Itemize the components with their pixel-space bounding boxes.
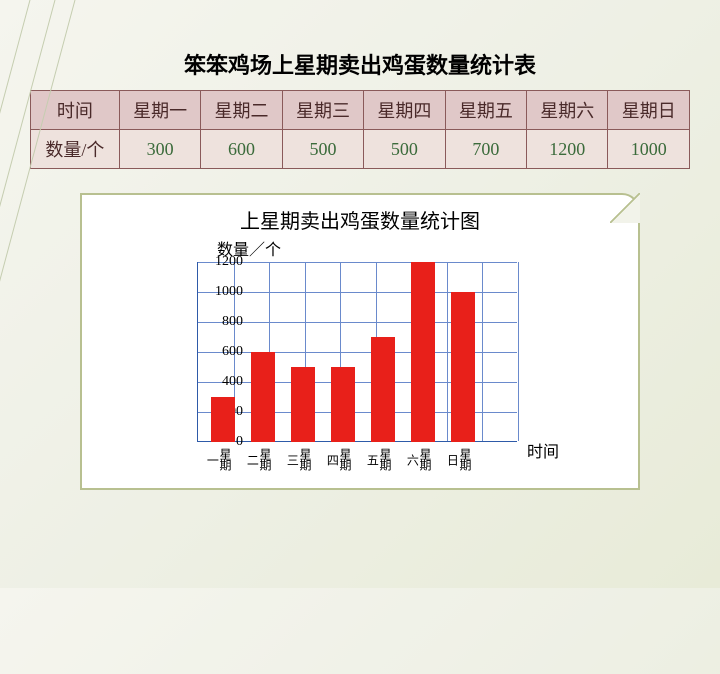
gridline-vertical bbox=[518, 262, 519, 441]
table-header-day: 星期六 bbox=[527, 91, 608, 130]
table-cell-value: 700 bbox=[445, 130, 526, 169]
x-tick-label: 星期四 bbox=[335, 446, 351, 472]
gridline-vertical bbox=[447, 262, 448, 441]
table-header-day: 星期日 bbox=[608, 91, 690, 130]
table-cell-value: 600 bbox=[201, 130, 282, 169]
table-cell-value: 1200 bbox=[527, 130, 608, 169]
bar bbox=[411, 262, 435, 442]
plot-area: 时间 020040060080010001200星期一星期二星期三星期四星期五星… bbox=[197, 262, 568, 472]
page-title: 笨笨鸡场上星期卖出鸡蛋数量统计表 bbox=[0, 48, 720, 80]
x-tick-label: 星期六 bbox=[415, 446, 431, 472]
table-cell-value: 1000 bbox=[608, 130, 690, 169]
x-tick-label: 星期五 bbox=[375, 446, 391, 472]
table-header-day: 星期四 bbox=[364, 91, 445, 130]
y-axis-label: 数量／个 bbox=[217, 236, 618, 260]
x-tick-label: 星期二 bbox=[255, 446, 271, 472]
bar bbox=[331, 367, 355, 442]
bar bbox=[291, 367, 315, 442]
bar bbox=[211, 397, 235, 442]
bar bbox=[371, 337, 395, 442]
x-tick-label: 星期三 bbox=[295, 446, 311, 472]
chart-title: 上星期卖出鸡蛋数量统计图 bbox=[102, 205, 618, 234]
table-header-day: 星期三 bbox=[282, 91, 363, 130]
table-header-day: 星期二 bbox=[201, 91, 282, 130]
x-axis-label: 时间 bbox=[527, 438, 559, 462]
table-cell-value: 500 bbox=[364, 130, 445, 169]
data-table-container: 时间星期一星期二星期三星期四星期五星期六星期日 数量/个300600500500… bbox=[30, 90, 690, 169]
y-tick-label: 1200 bbox=[215, 254, 243, 270]
gridline-vertical bbox=[482, 262, 483, 441]
y-tick-label: 0 bbox=[236, 434, 243, 450]
table-header-day: 星期五 bbox=[445, 91, 526, 130]
y-tick-label: 400 bbox=[222, 374, 243, 390]
table-cell-value: 300 bbox=[119, 130, 200, 169]
table-cell-value: 500 bbox=[282, 130, 363, 169]
gridline-horizontal bbox=[198, 262, 517, 263]
table-row-label: 数量/个 bbox=[31, 130, 120, 169]
x-tick-label: 星期日 bbox=[455, 446, 471, 472]
chart-container: 上星期卖出鸡蛋数量统计图 数量／个 时间 0200400600800100012… bbox=[80, 193, 640, 490]
data-table: 时间星期一星期二星期三星期四星期五星期六星期日 数量/个300600500500… bbox=[30, 90, 690, 169]
bar bbox=[251, 352, 275, 442]
x-tick-label: 星期一 bbox=[215, 446, 231, 472]
y-tick-label: 600 bbox=[222, 344, 243, 360]
y-tick-label: 1000 bbox=[215, 284, 243, 300]
table-header-day: 星期一 bbox=[119, 91, 200, 130]
y-tick-label: 800 bbox=[222, 314, 243, 330]
bar bbox=[451, 292, 475, 442]
